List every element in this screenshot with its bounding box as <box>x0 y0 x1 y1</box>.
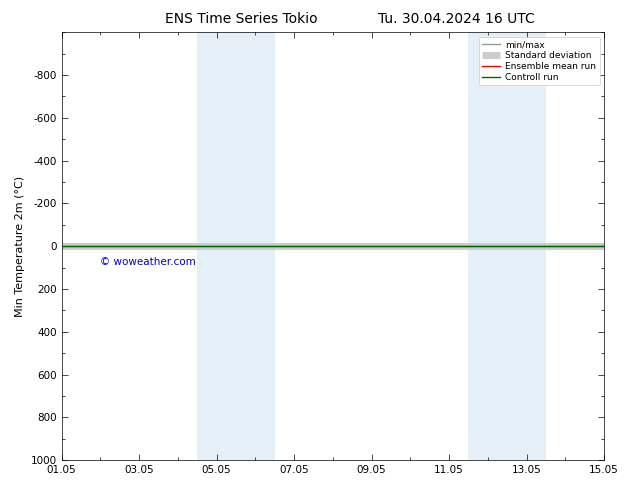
Text: © woweather.com: © woweather.com <box>100 257 196 267</box>
Text: Tu. 30.04.2024 16 UTC: Tu. 30.04.2024 16 UTC <box>378 12 535 26</box>
Bar <box>469 32 546 460</box>
Legend: min/max, Standard deviation, Ensemble mean run, Controll run: min/max, Standard deviation, Ensemble me… <box>479 37 600 85</box>
Bar <box>197 32 275 460</box>
Text: ENS Time Series Tokio: ENS Time Series Tokio <box>165 12 317 26</box>
Y-axis label: Min Temperature 2m (°C): Min Temperature 2m (°C) <box>15 175 25 317</box>
